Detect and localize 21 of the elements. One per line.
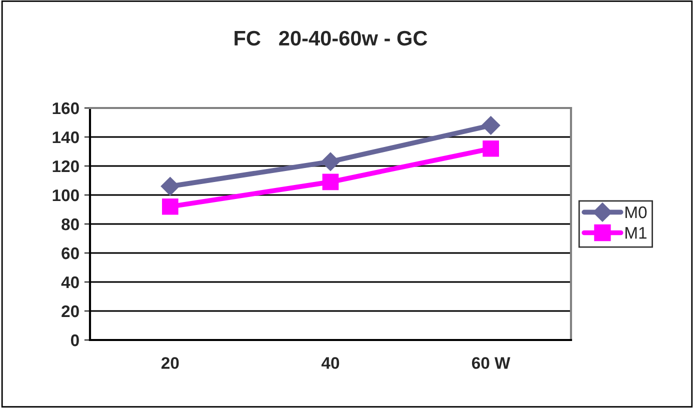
legend-label: M1 xyxy=(626,227,646,239)
y-tick-label: 100 xyxy=(52,189,79,202)
y-tick-label: 20 xyxy=(62,305,79,318)
point xyxy=(162,198,178,215)
point xyxy=(160,176,180,196)
chart-title: FC 20-40-60w - GC xyxy=(234,30,428,46)
y-tick-label: 0 xyxy=(70,334,79,346)
y-tick-label: 120 xyxy=(52,160,79,172)
point xyxy=(482,140,499,157)
y-tick-label: 40 xyxy=(61,276,79,288)
y-tick-label: 140 xyxy=(52,131,79,144)
y-tick-label: 80 xyxy=(62,218,79,230)
x-tick-label: 40 xyxy=(321,357,340,369)
y-tick-label: 160 xyxy=(52,102,79,114)
point xyxy=(322,174,339,190)
point xyxy=(321,152,340,172)
point xyxy=(481,116,500,135)
y-tick-label: 60 xyxy=(62,247,79,260)
legend-label: M0 xyxy=(626,206,647,218)
x-tick-label: 60 W xyxy=(472,357,510,369)
x-tick-label: 20 xyxy=(161,357,179,369)
